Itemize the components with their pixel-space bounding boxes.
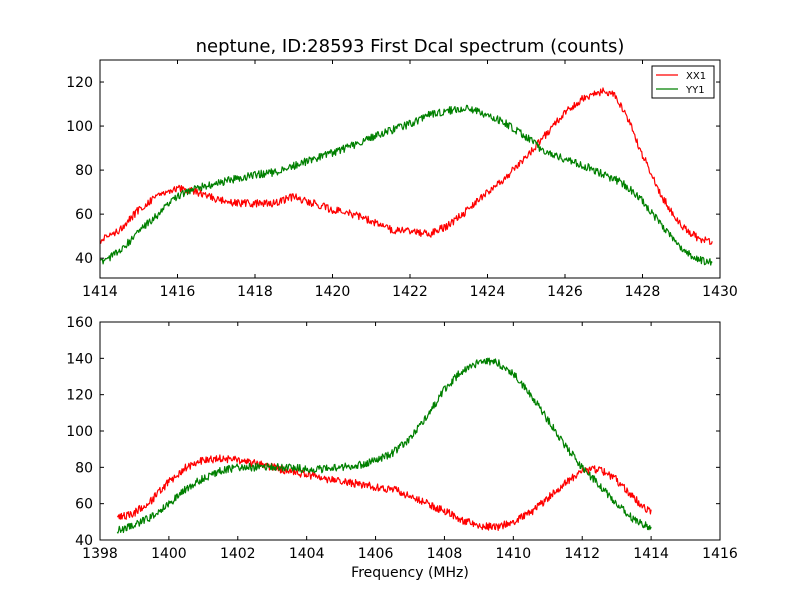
x-tick-label: 1416 bbox=[702, 546, 738, 562]
y-tick-label: 120 bbox=[66, 75, 93, 91]
x-tick-label: 1406 bbox=[358, 546, 394, 562]
x-tick-label: 1410 bbox=[496, 546, 532, 562]
x-tick-label: 1416 bbox=[160, 284, 196, 300]
x-tick-label: 1422 bbox=[392, 284, 428, 300]
x-tick-label: 1424 bbox=[470, 284, 506, 300]
bottom-panel: 1398 1400 1402 1404 1406 1408 1410 1412 1414 1416… bbox=[66, 315, 738, 562]
y-tick-label: 60 bbox=[75, 207, 93, 223]
x-tick-label: 1408 bbox=[427, 546, 463, 562]
y-tick-label: 40 bbox=[75, 533, 93, 549]
y-tick-label: 140 bbox=[66, 351, 93, 367]
x-tick-label: 1418 bbox=[237, 284, 273, 300]
x-tick-label: 1426 bbox=[547, 284, 583, 300]
x-tick-label: 1430 bbox=[702, 284, 738, 300]
y-tick-label: 40 bbox=[75, 251, 93, 267]
x-axis-label: Frequency (MHz) bbox=[351, 565, 469, 581]
x-tick-label: 1420 bbox=[315, 284, 351, 300]
top-panel: 1414 1416 1418 1420 1422 1424 1426 1428 1430 40 60… bbox=[66, 59, 738, 300]
series-line-yy1-panel-1 bbox=[100, 104, 713, 266]
x-tick-label: 1398 bbox=[82, 546, 118, 562]
y-tick-label: 100 bbox=[66, 119, 93, 135]
x-tick-label: 1414 bbox=[633, 546, 669, 562]
y-tick-label: 80 bbox=[75, 460, 93, 476]
y-tick-label: 80 bbox=[75, 163, 93, 179]
x-tick-label: 1412 bbox=[564, 546, 600, 562]
legend-label-xx1: XX1 bbox=[686, 71, 706, 82]
series-line-xx1-panel-2 bbox=[116, 454, 652, 532]
x-tick-label: 1428 bbox=[625, 284, 661, 300]
y-tick-label: 60 bbox=[75, 497, 93, 513]
x-tick-label: 1402 bbox=[220, 546, 256, 562]
x-tick-label: 1414 bbox=[82, 284, 118, 300]
legend-label-yy1: YY1 bbox=[685, 85, 705, 96]
series-line-xx1-panel-1 bbox=[100, 87, 713, 246]
chart-title: neptune, ID:28593 First Dcal spectrum (c… bbox=[196, 36, 625, 57]
x-tick-label: 1404 bbox=[289, 546, 325, 562]
x-tick-label: 1400 bbox=[151, 546, 187, 562]
y-tick-label: 100 bbox=[66, 424, 93, 440]
y-tick-label: 160 bbox=[66, 315, 93, 331]
y-tick-label: 120 bbox=[66, 388, 93, 404]
series-line-yy1-panel-2 bbox=[116, 357, 652, 534]
